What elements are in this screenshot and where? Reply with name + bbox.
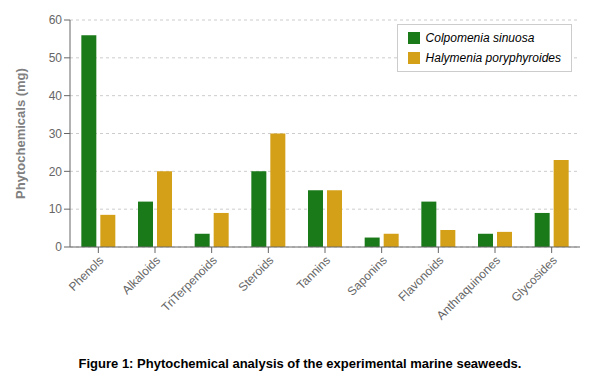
html-text:Halymenia poryphyroides: Halymenia poryphyroides [425, 51, 561, 65]
svg-text:Glycosides: Glycosides [508, 253, 559, 304]
svg-text:Phenols: Phenols [66, 253, 107, 294]
svg-text:Steroids: Steroids [235, 253, 276, 294]
svg-text:Phytochemicals (mg): Phytochemicals (mg) [13, 68, 28, 199]
svg-text:Anthraquinones: Anthraquinones [434, 253, 503, 322]
svg-text:Saponins: Saponins [345, 253, 390, 298]
svg-text:50: 50 [49, 51, 63, 65]
svg-text:20: 20 [49, 165, 63, 179]
svg-text:40: 40 [49, 89, 63, 103]
svg-text:10: 10 [49, 202, 63, 216]
html-text:Figure 1: Phytochemical analys: Figure 1: Phytochemical analysis of the … [78, 355, 522, 371]
svg-text:30: 30 [49, 127, 63, 141]
svg-text:Flavonoids: Flavonoids [396, 253, 447, 304]
svg-text:TriTerpenoids: TriTerpenoids [159, 253, 220, 314]
html-text:Colpomenia sinuosa: Colpomenia sinuosa [425, 31, 535, 45]
svg-text:60: 60 [49, 13, 63, 27]
svg-text:Tannins: Tannins [294, 253, 333, 292]
svg-text:0: 0 [55, 240, 62, 254]
svg-text:Alkaloids: Alkaloids [119, 253, 163, 297]
